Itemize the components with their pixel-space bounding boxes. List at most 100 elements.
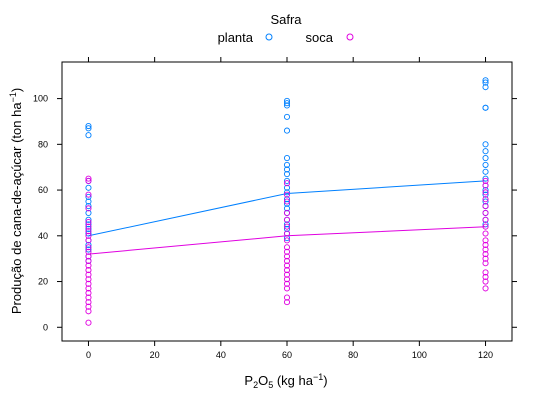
data-point-soca	[85, 308, 92, 315]
data-point-soca	[85, 285, 92, 292]
data-point-planta	[482, 141, 489, 148]
data-point-soca	[283, 267, 291, 274]
legend-marker-soca	[346, 33, 354, 41]
x-tick-label: 80	[348, 350, 358, 360]
data-point-planta	[85, 241, 92, 249]
data-point-soca	[482, 285, 489, 292]
data-point-soca	[482, 260, 489, 267]
data-point-soca	[283, 209, 291, 216]
data-point-soca	[482, 278, 489, 285]
data-point-planta	[482, 79, 489, 86]
data-point-planta	[283, 177, 291, 184]
data-point-soca	[283, 248, 291, 255]
data-point-soca	[85, 262, 92, 269]
data-point-soca	[482, 230, 489, 237]
data-point-soca	[482, 251, 489, 258]
data-point-soca	[85, 219, 92, 226]
data-point-planta	[283, 102, 291, 109]
data-point-soca	[85, 294, 92, 301]
data-point-planta	[283, 196, 291, 203]
data-point-soca	[85, 177, 92, 184]
data-point-soca	[85, 276, 92, 283]
data-point-soca	[283, 299, 291, 306]
x-tick-label: 0	[86, 350, 91, 360]
data-point-soca	[283, 180, 291, 187]
data-point-soca	[283, 244, 291, 251]
data-point-soca	[283, 198, 291, 205]
data-point-planta	[482, 221, 489, 228]
data-point-planta	[85, 216, 92, 223]
data-point-soca	[85, 319, 92, 326]
data-point-planta	[85, 132, 92, 139]
data-point-soca	[283, 237, 291, 244]
y-tick-label: 40	[38, 231, 48, 241]
data-point-planta	[283, 221, 291, 228]
data-point-soca	[85, 228, 92, 235]
x-tick-label: 20	[150, 350, 160, 360]
data-point-planta	[85, 125, 92, 132]
data-point-soca	[283, 262, 291, 269]
data-point-soca	[283, 285, 291, 292]
data-point-planta	[283, 113, 291, 120]
data-point-planta	[85, 122, 92, 130]
trend-line-soca	[88, 226, 486, 255]
data-point-soca	[482, 189, 489, 196]
data-point-soca	[283, 276, 291, 283]
data-point-planta	[283, 200, 291, 207]
data-point-planta	[482, 77, 489, 84]
data-point-soca	[482, 255, 489, 262]
data-point-soca	[85, 232, 92, 239]
data-point-soca	[482, 269, 489, 276]
data-point-planta	[85, 230, 92, 237]
data-point-soca	[85, 237, 92, 244]
data-point-planta	[482, 84, 489, 91]
data-point-soca	[482, 216, 489, 223]
data-point-soca	[283, 191, 291, 198]
data-point-soca	[85, 267, 92, 274]
x-tick-label: 100	[412, 350, 427, 360]
legend-title: Safra	[270, 12, 302, 27]
data-point-planta	[482, 187, 489, 194]
trend-line-planta	[88, 180, 486, 237]
x-tick-label: 120	[478, 350, 493, 360]
data-point-soca	[85, 299, 92, 306]
data-point-soca	[85, 191, 92, 198]
data-point-planta	[85, 203, 92, 210]
data-point-soca	[85, 244, 92, 251]
data-point-planta	[283, 100, 291, 107]
data-point-planta	[482, 198, 489, 205]
data-point-soca	[482, 237, 489, 244]
data-point-soca	[85, 205, 92, 212]
data-point-planta	[85, 209, 92, 216]
data-point-soca	[283, 271, 291, 278]
data-point-planta	[482, 161, 489, 168]
data-point-planta	[283, 171, 291, 178]
data-point-soca	[283, 253, 291, 260]
x-tick-label: 40	[216, 350, 226, 360]
legend-label-planta: planta	[218, 30, 254, 45]
data-point-soca	[85, 280, 92, 287]
data-point-planta	[482, 175, 489, 182]
data-point-planta	[85, 221, 92, 228]
data-point-planta	[283, 189, 291, 196]
data-point-planta	[85, 198, 92, 205]
data-point-soca	[482, 209, 489, 216]
data-point-planta	[85, 225, 92, 232]
data-point-soca	[85, 257, 92, 265]
data-point-planta	[283, 184, 291, 191]
y-tick-label: 0	[43, 322, 48, 332]
data-point-planta	[85, 193, 92, 200]
data-point-planta	[283, 161, 291, 168]
data-point-soca	[85, 248, 92, 255]
data-point-planta	[482, 191, 489, 198]
legend: Safra planta soca	[218, 12, 354, 45]
x-tick-label: 60	[282, 350, 292, 360]
legend-label-soca: soca	[306, 30, 334, 45]
data-point-planta	[482, 148, 489, 155]
data-point-soca	[283, 216, 291, 223]
data-point-planta	[85, 184, 92, 191]
data-point-soca	[85, 271, 92, 278]
data-point-soca	[85, 223, 92, 230]
data-point-soca	[482, 203, 489, 210]
